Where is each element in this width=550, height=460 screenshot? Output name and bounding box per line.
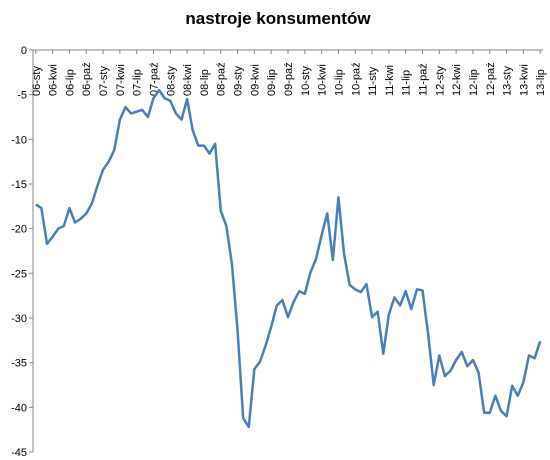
x-tick-label: 07-sty (98, 66, 110, 96)
x-tick-label: 10-lip (333, 69, 345, 96)
x-tick-label: 12-lip (468, 69, 480, 96)
x-tick-label: 09-lip (266, 69, 278, 96)
x-tick-label: 11-paź (418, 63, 430, 96)
x-tick-label: 07-paź (148, 62, 160, 96)
x-tick-label: 10-kwi (317, 64, 329, 96)
x-tick-label: 06-sty (31, 66, 43, 96)
x-tick-label: 13-kwi (518, 64, 530, 96)
x-tick-label: 09-kwi (249, 64, 261, 96)
x-tick-label: 12-kwi (451, 64, 463, 96)
x-tick-label: 08-lip (199, 69, 211, 96)
y-tick-label: -15 (11, 179, 27, 191)
chart-title: nastroje konsumentów (185, 9, 371, 28)
x-tick-label: 13-sty (502, 66, 514, 96)
y-tick-label: -30 (11, 313, 27, 325)
y-tick-label: -40 (11, 402, 27, 414)
y-tick-label: -10 (11, 134, 27, 146)
y-tick-label: -25 (11, 268, 27, 280)
y-tick-label: 0 (21, 45, 27, 57)
x-tick-label: 09-sty (233, 66, 245, 96)
y-tick-label: -5 (17, 90, 27, 102)
x-tick-label: 10-paź (350, 62, 362, 96)
y-tick-label: -45 (11, 447, 27, 459)
x-tick-label: 06-lip (64, 69, 76, 96)
x-tick-label: 08-kwi (182, 64, 194, 96)
x-tick-label: 11-kwi (384, 65, 396, 96)
y-tick-label: -20 (11, 224, 27, 236)
x-tick-label: 07-lip (132, 69, 144, 96)
x-tick-label: 08-paź (216, 62, 228, 96)
x-tick-label: 08-sty (165, 66, 177, 96)
x-tick-label: 09-paź (283, 62, 295, 96)
x-tick-label: 10-sty (300, 66, 312, 96)
y-tick-label: -35 (11, 358, 27, 370)
data-line (35, 88, 542, 429)
x-tick-label: 11-lip (401, 70, 413, 96)
x-tick-label: 07-kwi (115, 64, 127, 96)
x-tick-label: 06-paź (81, 62, 93, 96)
x-tick-label: 11-sty (367, 66, 379, 96)
x-tick-label: 13-lip (535, 69, 547, 96)
x-tick-label: 06-kwi (48, 64, 60, 96)
x-tick-label: 12-sty (434, 66, 446, 96)
x-tick-label: 12-paź (485, 62, 497, 96)
